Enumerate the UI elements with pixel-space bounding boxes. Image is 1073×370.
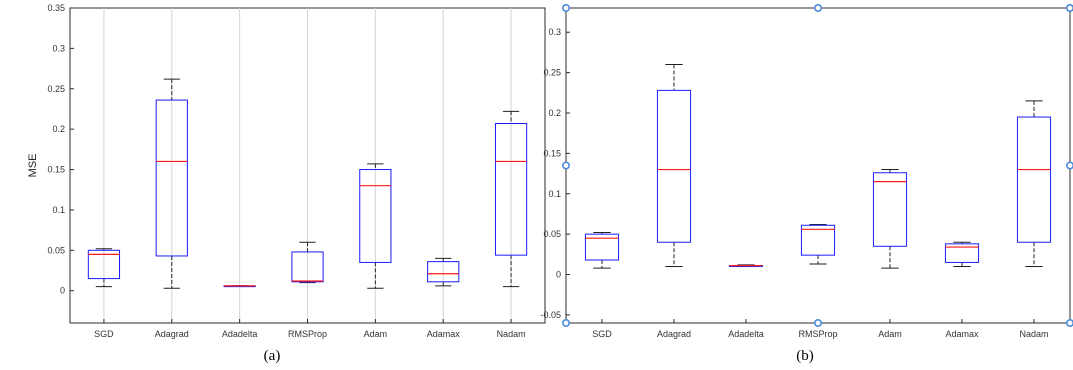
boxplot-panel-a: 0 0.05 0.1 0.15 0.2 0.25 0.3 0.35 MSE SGD Adagrad A… <box>27 3 546 339</box>
y-tick-label: 0.2 <box>548 108 561 118</box>
resize-handle[interactable] <box>813 318 822 327</box>
panel-caption-b: (b) <box>796 348 814 364</box>
resize-handle[interactable] <box>1066 319 1073 327</box>
box-rmsprop <box>800 223 836 265</box>
iqr-box <box>494 123 528 256</box>
resize-handle[interactable] <box>1066 161 1073 170</box>
box-rmsprop <box>291 241 324 284</box>
y-tick-label: 0.3 <box>548 27 561 37</box>
x-tick-label: SGD <box>592 329 612 339</box>
y-tick-label: 0.25 <box>543 68 561 78</box>
iqr-box <box>87 249 121 280</box>
iqr-box <box>427 261 460 283</box>
boxplot-panel-b: -0.05 0 0.05 0.1 0.15 0.2 0.25 0.3 SGD Adagrad Ada… <box>540 4 1073 339</box>
iqr-box <box>1016 116 1052 243</box>
x-tick-label: Adagrad <box>657 329 691 339</box>
x-tick-label: SGD <box>94 329 114 339</box>
box-adamax <box>944 241 980 267</box>
iqr-box <box>944 243 980 263</box>
box-adagrad <box>155 78 188 289</box>
x-tick-label: Adam <box>878 329 902 339</box>
y-tick-label: 0 <box>60 286 65 296</box>
iqr-box <box>800 224 836 256</box>
x-tick-label: RMSProp <box>288 329 327 339</box>
plot-area <box>565 7 1071 324</box>
x-tick-label: Nadam <box>497 329 526 339</box>
y-tick-label: 0.1 <box>548 189 561 199</box>
y-tick-label: 0.15 <box>47 165 65 175</box>
x-tick-label: Nadam <box>1019 329 1048 339</box>
resize-handle[interactable] <box>1066 4 1073 12</box>
y-tick-label: 0.35 <box>47 3 65 13</box>
x-tick-label: Adam <box>364 329 388 339</box>
iqr-box <box>155 99 188 257</box>
box-adam <box>359 163 392 289</box>
resize-handle[interactable] <box>561 161 570 170</box>
resize-handle[interactable] <box>561 4 570 13</box>
y-axis-label: MSE <box>27 154 39 178</box>
x-tick-label: RMSProp <box>798 329 837 339</box>
box-nadam <box>494 110 528 288</box>
box-adagrad <box>656 64 692 267</box>
resize-handle[interactable] <box>561 318 570 327</box>
resize-handle[interactable] <box>813 4 822 13</box>
box-sgd <box>87 248 121 288</box>
box-adadelta <box>728 264 764 267</box>
y-tick-label: 0.25 <box>47 84 65 94</box>
x-tick-label: Adagrad <box>155 329 189 339</box>
box-sgd <box>584 232 620 269</box>
y-tick-label: 0 <box>556 270 561 280</box>
y-tick-label: -0.05 <box>540 310 561 320</box>
y-tick-label: 0.15 <box>543 148 561 158</box>
x-tick-label: Adamax <box>945 329 979 339</box>
y-tick-label: 0.2 <box>52 124 65 134</box>
y-tick-label: 0.3 <box>52 43 65 53</box>
y-tick-label: 0.05 <box>543 229 561 239</box>
x-tick-label: Adamax <box>427 329 461 339</box>
panel-caption-a: (a) <box>264 348 281 364</box>
y-tick-label: 0.1 <box>52 205 65 215</box>
iqr-box <box>656 89 692 243</box>
iqr-box <box>359 169 392 263</box>
box-adadelta <box>223 285 256 288</box>
y-tick-label: 0.05 <box>47 245 65 255</box>
iqr-box <box>584 233 620 261</box>
iqr-box <box>872 172 908 247</box>
box-nadam <box>1016 100 1052 267</box>
iqr-box <box>291 251 324 283</box>
box-adam <box>872 169 908 269</box>
x-tick-label: Adadelta <box>728 329 764 339</box>
x-tick-label: Adadelta <box>222 329 258 339</box>
box-adamax <box>427 257 460 287</box>
